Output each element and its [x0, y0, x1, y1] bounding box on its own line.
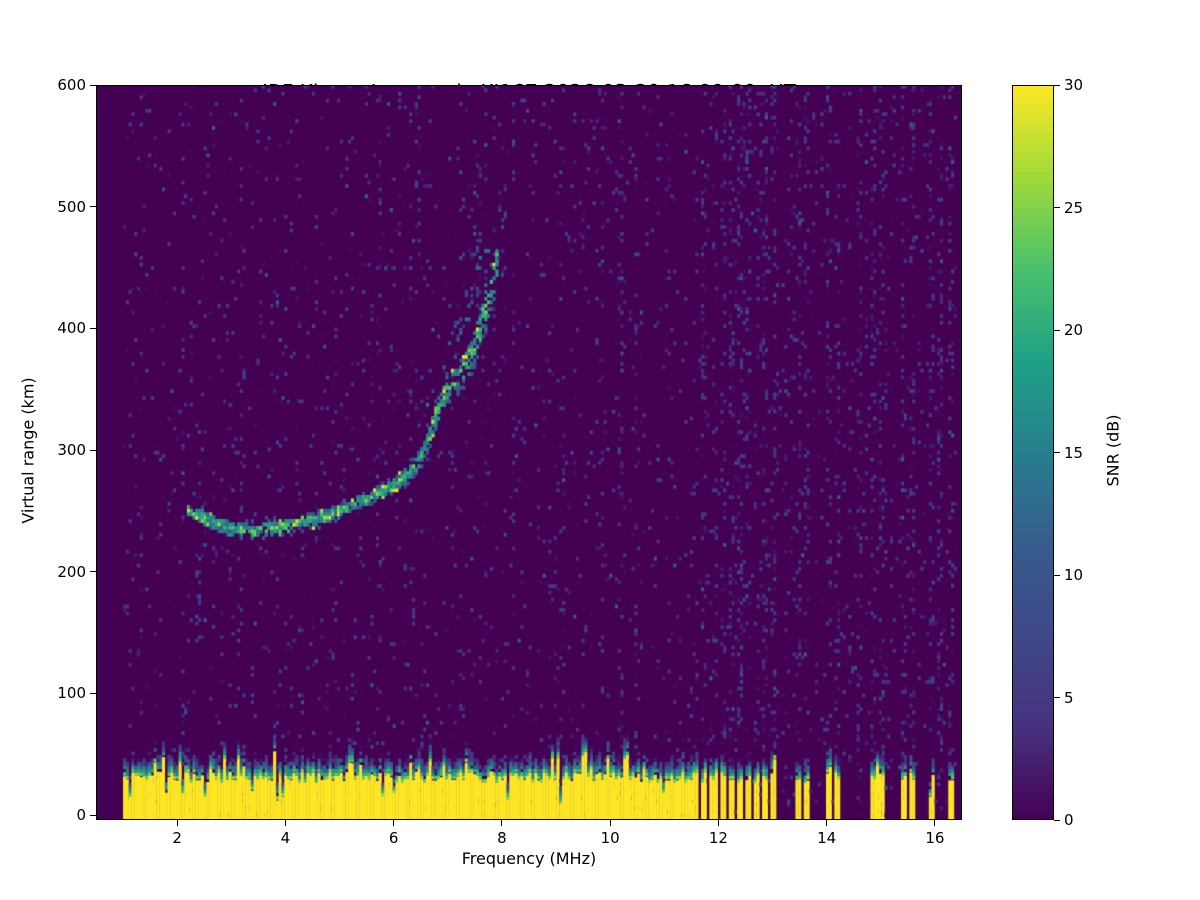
y-tick-label: 400 — [57, 319, 86, 338]
x-tick — [826, 820, 828, 826]
x-tick — [393, 820, 395, 826]
y-tick — [90, 206, 96, 208]
y-tick — [90, 449, 96, 451]
x-tick — [501, 820, 503, 826]
colorbar-canvas — [1012, 85, 1054, 820]
heatmap-canvas — [96, 85, 962, 820]
x-tick — [176, 820, 178, 826]
y-tick — [90, 571, 96, 573]
colorbar-label: SNR (dB) — [1103, 414, 1123, 487]
colorbar-tick — [1054, 574, 1060, 576]
x-tick-label: 8 — [497, 829, 507, 847]
colorbar-tick-label: 0 — [1064, 811, 1074, 829]
y-tick — [90, 814, 96, 816]
colorbar-tick — [1054, 329, 1060, 331]
y-tick-label: 600 — [57, 76, 86, 94]
x-tick-label: 4 — [280, 829, 291, 847]
x-tick — [609, 820, 611, 826]
colorbar-tick-label: 5 — [1064, 688, 1074, 707]
x-tick — [717, 820, 719, 826]
colorbar-tick — [1054, 207, 1060, 208]
plot-area — [96, 85, 962, 820]
y-tick-label: 500 — [57, 197, 86, 216]
x-tick — [284, 820, 286, 826]
y-tick — [90, 327, 96, 329]
x-axis-label: Frequency (MHz) — [461, 849, 597, 868]
colorbar-tick-label: 30 — [1064, 76, 1084, 94]
y-axis-label: Virtual range (km) — [18, 377, 38, 524]
colorbar-tick-label: 10 — [1064, 566, 1084, 584]
x-tick-label: 6 — [388, 829, 399, 847]
y-tick — [90, 692, 96, 694]
colorbar-tick-label: 20 — [1064, 321, 1084, 339]
colorbar-tick-label: 15 — [1064, 443, 1084, 462]
y-tick-label: 100 — [57, 684, 86, 703]
y-tick-label: 0 — [76, 806, 86, 825]
x-tick-label: 2 — [172, 829, 182, 847]
x-tick-label: 16 — [925, 829, 945, 847]
x-tick-label: 14 — [817, 829, 837, 847]
colorbar — [1012, 85, 1054, 820]
x-tick-label: 12 — [708, 829, 728, 847]
y-tick-label: 300 — [57, 441, 86, 460]
x-tick-label: 10 — [600, 829, 620, 847]
colorbar-tick-label: 25 — [1064, 198, 1084, 217]
colorbar-tick — [1054, 452, 1060, 453]
colorbar-tick — [1054, 84, 1060, 86]
y-tick-label: 200 — [57, 562, 86, 581]
colorbar-tick — [1054, 819, 1060, 821]
y-tick — [90, 84, 96, 86]
colorbar-tick — [1054, 697, 1060, 698]
x-tick — [934, 820, 936, 826]
